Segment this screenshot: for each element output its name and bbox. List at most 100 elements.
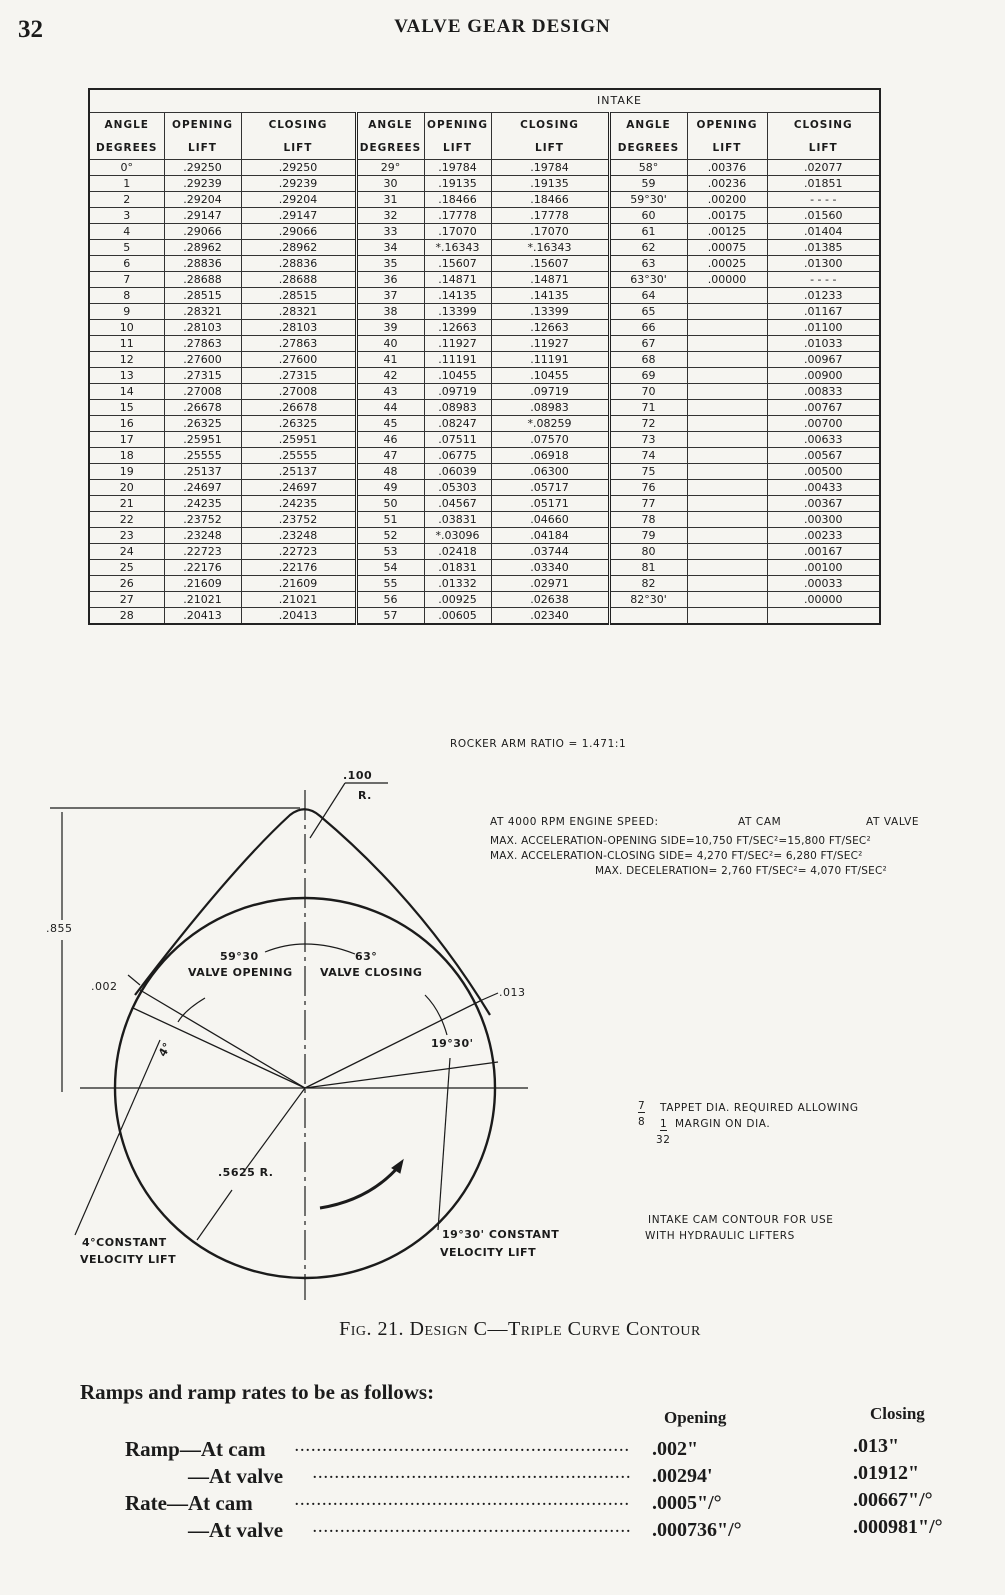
opening-lift-cell: .29204 (163, 191, 242, 208)
opening-lift-cell: .25555 (163, 447, 242, 464)
speed-line: MAX. ACCELERATION-OPENING SIDE=10,750 FT… (490, 835, 871, 847)
cam-note-line: WITH HYDRAULIC LIFTERS (645, 1230, 795, 1242)
opening-lift-cell: .29066 (163, 223, 242, 240)
table-row: 26.21609.21609 55.01332.02971 82.00033 (88, 575, 881, 592)
ramp-close-label: .013 (499, 986, 526, 999)
table-row: 10.28103.28103 39.12663.12663 66.01100 (88, 319, 881, 336)
column-header: CLOSING (490, 112, 610, 136)
closing-lift-cell: .23752 (240, 511, 357, 528)
angle-cell: 28 (88, 607, 165, 625)
opening-lift-cell: .27600 (163, 351, 242, 368)
opening-lift-cell: .08247 (423, 415, 492, 432)
column-header: LIFT (163, 136, 242, 160)
closing-angle-label: 63° (355, 950, 378, 963)
closing-lift-cell: .25951 (240, 431, 357, 448)
closing-lift-cell: .04184 (490, 527, 610, 544)
nose-radius-leader (309, 782, 346, 839)
table-row: 6.28836.28836 35.15607.15607 63.00025.0130… (88, 255, 881, 272)
closing-lift-cell: .20413 (240, 607, 357, 625)
opening-lift-cell: .24235 (163, 495, 242, 512)
table-row: 15.26678.26678 44.08983.08983 71.00767 (88, 399, 881, 416)
table-row: 18.25555.25555 47.06775.06918 74.00567 (88, 447, 881, 464)
closing-lift-cell: .23248 (240, 527, 357, 544)
leader-dots: ........................................… (295, 1440, 630, 1455)
angle-cell: 66 (607, 319, 688, 336)
cv-close-line (304, 1061, 499, 1089)
ramp-open-line (139, 989, 306, 1089)
angle-cell: 25 (88, 559, 165, 576)
table-row: 9.28321.28321 38.13399.13399 65.01167 (88, 303, 881, 320)
opening-angle-label: 59°30 (220, 950, 259, 963)
ramps-intro: Ramps and ramp rates to be as follows: (80, 1380, 435, 1404)
column-header: OPENING (423, 112, 492, 136)
base-radius-leader (196, 1189, 233, 1241)
ramp-closing-value: .013" (853, 1435, 900, 1457)
table-row: 0° .29250.29250 29° .19784.19784 58° .00376.0… (88, 159, 881, 176)
closing-lift-cell: .28962 (240, 239, 357, 256)
ramp-closing-value: .000981"/° (853, 1516, 943, 1538)
opening-lift-cell: .28688 (163, 271, 242, 288)
intake-lift-table: INTAKE ANGLE OPENING CLOSING ANGLE OPENING CL… (88, 88, 881, 625)
closing-arc-leader (424, 994, 448, 1036)
opening-lift-cell: .24697 (163, 479, 242, 496)
column-header: OPENING (163, 112, 242, 136)
speed-line: MAX. ACCELERATION-CLOSING SIDE= 4,270 FT… (490, 850, 863, 862)
ramp-opening-value: .002" (652, 1438, 699, 1460)
angle-cell: 32 (354, 207, 425, 224)
opening-lift-cell: .00175 (686, 207, 768, 224)
speed-col-cam: AT CAM (738, 816, 782, 828)
running-head: VALVE GEAR DESIGN (394, 16, 611, 37)
ramp-opening-value: .000736"/° (652, 1519, 742, 1541)
closing-lift-cell: .21021 (240, 591, 357, 608)
angle-cell: 59°30' (607, 191, 688, 208)
height-dimension-label: .855 (46, 922, 73, 935)
table-row: 16.26325.26325 45.08247 *.08259 72.00700 (88, 415, 881, 432)
closing-lift-cell: .01167 (766, 303, 881, 320)
cam-flank-profile (134, 808, 491, 1016)
intake-group-title: INTAKE (88, 88, 881, 113)
ramp-row-label: —At valve (188, 1464, 284, 1488)
opening-lift-cell: .12663 (423, 319, 492, 336)
closing-lift-cell: .27008 (240, 383, 357, 400)
closing-lift-cell: .00433 (766, 479, 881, 496)
valve-opening-label: VALVE OPENING (188, 966, 293, 979)
rocker-ratio: ROCKER ARM RATIO = 1.471:1 (450, 738, 627, 750)
ramp-closing-value: .00667"/° (853, 1489, 933, 1511)
table-row: 27.21021.21021 56.00925.02638 82°30' .00000 (88, 591, 881, 608)
column-header: ANGLE (354, 112, 425, 136)
opening-lift-cell: .28515 (163, 287, 242, 304)
angle-cell: 44 (354, 399, 425, 416)
table-row: 28.20413.20413 57.00605.02340 (88, 607, 881, 625)
opening-lift-cell: .00075 (686, 239, 768, 256)
table-row: 8.28515.28515 37.14135.14135 64.01233 (88, 287, 881, 304)
cv-close-leader (437, 1057, 451, 1231)
opening-lift-cell: .21021 (163, 591, 242, 608)
closing-lift-cell: .07570 (490, 431, 610, 448)
closing-lift-cell: .01560 (766, 207, 881, 224)
open-cv-label-2: VELOCITY LIFT (80, 1253, 177, 1266)
table-row: 23.23248.23248 52 *.03096.04184 79.00233 (88, 527, 881, 544)
angle-cell: 41 (354, 351, 425, 368)
nose-radius-label: .100 (343, 769, 373, 782)
closing-lift-cell: .05171 (490, 495, 610, 512)
opening-lift-cell: .21609 (163, 575, 242, 592)
base-circle (113, 896, 497, 1280)
open-cv-label-1: 4°CONSTANT (82, 1236, 167, 1249)
angle-cell: 79 (607, 527, 688, 544)
close-cv-angle-label: 19°30' (431, 1037, 474, 1050)
closing-angle-arc (304, 943, 356, 955)
opening-lift-cell: .23248 (163, 527, 242, 544)
tappet-fraction-den: 8 (638, 1116, 646, 1128)
closing-lift-cell: .09719 (490, 383, 610, 400)
closing-lift-cell: .00767 (766, 399, 881, 416)
opening-lift-cell: .01332 (423, 575, 492, 592)
angle-cell: 82°30' (607, 591, 688, 608)
column-header: OPENING (686, 112, 768, 136)
angle-cell: 57 (354, 607, 425, 625)
angle-cell: 30 (354, 175, 425, 192)
close-cv-label-2: VELOCITY LIFT (440, 1246, 537, 1259)
base-radius-leader (244, 1087, 306, 1171)
opening-lift-cell: *.03096 (423, 527, 492, 544)
angle-cell: 59 (607, 175, 688, 192)
